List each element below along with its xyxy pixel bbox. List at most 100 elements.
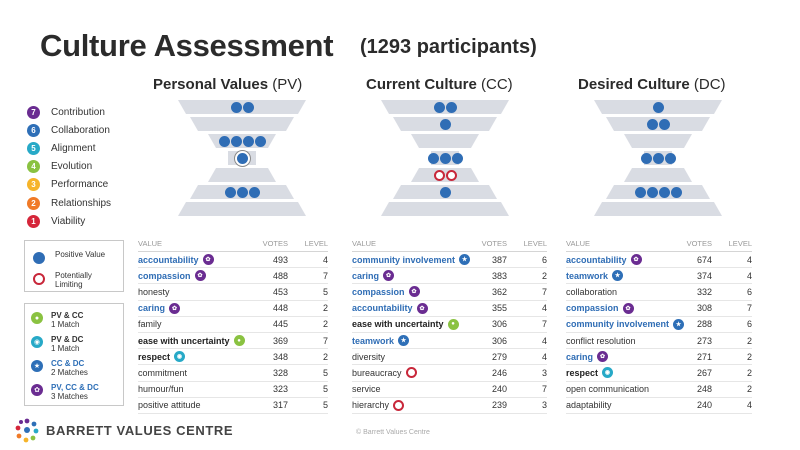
table-row: ease with uncertainty ● 369 7	[138, 333, 328, 350]
table-row: respect ◉ 267 2	[566, 365, 752, 382]
votes-cell: 323	[272, 384, 288, 395]
header-votes: VOTES	[686, 239, 712, 248]
level-cell: 7	[322, 335, 328, 346]
level-cell: 3	[541, 400, 547, 411]
table-row: ease with uncertainty ● 306 7	[352, 317, 547, 333]
level-label: Evolution	[51, 161, 93, 173]
level-cell: 4	[746, 400, 752, 411]
table-row: teamwork ★ 374 4	[566, 268, 752, 285]
match-legend-sub: 1 Match	[51, 344, 80, 353]
trio-match-icon: ✿	[416, 302, 428, 314]
value-name: compassion	[352, 286, 405, 297]
votes-cell: 383	[491, 270, 507, 281]
level-number-badge: 1	[27, 214, 40, 228]
star-match-icon: ★	[459, 254, 471, 266]
level-legend-item: 7 Contribution	[27, 103, 111, 121]
match-legend-item: ✿ PV, CC & DC 3 Matches	[31, 383, 99, 401]
column-title-pv: Personal Values (PV)	[153, 76, 303, 93]
star-match-icon: ★	[673, 318, 685, 330]
funnel-band-level-1	[381, 202, 509, 216]
table-row: humour/fun 323 5	[138, 382, 328, 398]
barrett-logo-icon	[15, 418, 39, 443]
votes-cell: 306	[491, 335, 507, 346]
match-legend-sub: 2 Matches	[51, 368, 88, 377]
votes-cell: 362	[491, 286, 507, 297]
level-cell: 5	[322, 384, 328, 395]
positive-value-dot	[646, 186, 658, 198]
header-votes: VOTES	[481, 239, 507, 248]
funnel-band-level-5	[411, 134, 479, 148]
value-name: accountability	[352, 303, 413, 314]
votes-cell: 328	[272, 367, 288, 378]
funnel-dots-level-2	[176, 186, 308, 198]
match-legend-title: PV & CC	[51, 311, 84, 320]
table-row: community involvement ★ 387 6	[352, 252, 547, 269]
votes-cell: 348	[272, 351, 288, 362]
table-row: community involvement ★ 288 6	[566, 317, 752, 333]
positive-value-dot	[640, 152, 652, 164]
positive-value-dot	[236, 152, 248, 164]
match-legend-title: PV, CC & DC	[51, 383, 99, 392]
level-legend-item: 5 Alignment	[27, 139, 111, 157]
match-legend-item: ● PV & CC 1 Match	[31, 311, 83, 329]
votes-cell: 387	[491, 254, 507, 265]
level-number-badge: 6	[27, 123, 40, 137]
value-name: ease with uncertainty	[138, 335, 230, 346]
positive-value-dot	[254, 135, 266, 147]
level-label: Contribution	[51, 106, 105, 118]
value-name: teamwork	[352, 335, 395, 346]
person-match-icon: ●	[233, 335, 245, 347]
column-title-dc: Desired Culture (DC)	[578, 76, 726, 93]
value-name: honesty	[138, 286, 170, 297]
participants-count: (1293 participants)	[360, 36, 537, 58]
value-name: open communication	[566, 384, 650, 395]
match-legend-sub: 3 Matches	[51, 392, 88, 401]
votes-cell: 248	[696, 384, 712, 395]
value-name: ease with uncertainty	[352, 319, 444, 330]
level-cell: 4	[322, 254, 328, 265]
match-legend-title: PV & DC	[51, 335, 84, 344]
table-row: bureaucracy 246 3	[352, 365, 547, 382]
header-value: VALUE	[138, 239, 163, 248]
value-name: conflict resolution	[566, 335, 636, 346]
votes-cell: 374	[696, 270, 712, 281]
funnel-dots-level-7	[379, 101, 511, 113]
barrett-logo: BARRETT VALUES CENTRE	[14, 417, 233, 443]
level-cell: 4	[541, 351, 547, 362]
level-number-badge: 7	[27, 105, 40, 119]
table-row: adaptability 240 4	[566, 398, 752, 414]
table-header: VALUE VOTES LEVEL	[138, 237, 328, 252]
positive-value-dot	[652, 152, 664, 164]
table-row: family 445 2	[138, 317, 328, 333]
limiting-value-legend: Potentially Limiting	[33, 271, 115, 289]
value-name: bureaucracy	[352, 367, 402, 378]
table-cc: VALUE VOTES LEVEL community involvement ★ 387…	[352, 237, 547, 414]
table-row: honesty 453 5	[138, 284, 328, 301]
match-legend-item: ★ CC & DC 2 Matches	[31, 359, 88, 377]
level-legend-item: 2 Relationships	[27, 194, 111, 212]
funnel-dc	[592, 100, 724, 216]
positive-value-dot	[433, 101, 445, 113]
level-cell: 4	[541, 335, 547, 346]
votes-cell: 288	[696, 319, 712, 330]
level-cell: 5	[322, 367, 328, 378]
level-cell: 2	[746, 351, 752, 362]
votes-cell: 369	[272, 335, 288, 346]
level-cell: 2	[322, 303, 328, 314]
positive-value-dot	[224, 186, 236, 198]
funnel-dots-level-7	[176, 101, 308, 113]
table-dc: VALUE VOTES LEVEL accountability ✿ 674 4 teamwo…	[566, 237, 752, 414]
positive-value-dot	[230, 101, 242, 113]
header-level: LEVEL	[728, 239, 752, 248]
limiting-ring-icon	[33, 273, 45, 285]
votes-cell: 674	[696, 254, 712, 265]
positive-value-dot	[242, 101, 254, 113]
level-number-badge: 5	[27, 141, 40, 155]
positive-value-dot	[218, 135, 230, 147]
votes-cell: 448	[272, 303, 288, 314]
funnel-dots-level-4	[176, 152, 308, 164]
table-row: commitment 328 5	[138, 365, 328, 382]
funnel-band-level-6	[606, 117, 710, 131]
level-legend-item: 4 Evolution	[27, 158, 111, 176]
table-row: compassion ✿ 488 7	[138, 268, 328, 285]
